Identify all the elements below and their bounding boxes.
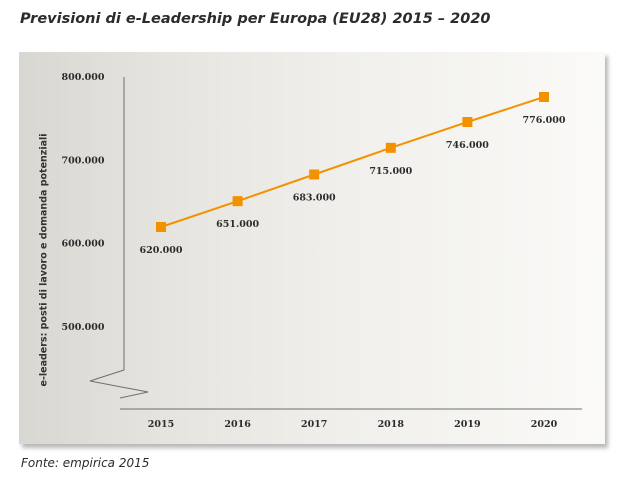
x-tick-label: 2018 [378, 419, 405, 430]
axes: 500.000 600.000 700.000 800.000 2015 2016 2017… [62, 72, 582, 430]
data-point [309, 169, 320, 180]
y-tick-label: 500.000 [62, 322, 105, 333]
data-point [539, 92, 549, 102]
data-label: 651.000 [216, 219, 259, 230]
x-tick-label: 2017 [301, 419, 327, 430]
y-tick-label: 800.000 [62, 72, 105, 83]
x-tick-label: 2016 [224, 419, 251, 430]
source-note: Fonte: empirica 2015 [21, 456, 150, 470]
y-tick-label: 600.000 [62, 239, 105, 250]
series-group: 620.000 651.000 683.000 715.000 746.000 776.0… [140, 92, 566, 256]
data-point [385, 142, 396, 153]
data-label: 746.000 [446, 140, 489, 151]
data-label: 620.000 [140, 245, 183, 256]
data-point [232, 196, 243, 207]
chart-panel [19, 52, 605, 444]
y-axis-line [89, 77, 149, 399]
series-line [160, 96, 545, 228]
x-tick-label: 2015 [148, 419, 174, 430]
chart-title: Previsioni di e-Leadership per Europa (E… [20, 11, 491, 27]
y-tick-label: 700.000 [62, 155, 105, 166]
x-tick-label: 2020 [531, 419, 558, 430]
x-tick-label: 2019 [454, 419, 481, 430]
data-point [462, 117, 473, 127]
data-label: 683.000 [293, 193, 336, 204]
data-label: 715.000 [369, 166, 412, 177]
data-point [156, 222, 166, 232]
data-label: 776.000 [523, 115, 566, 126]
